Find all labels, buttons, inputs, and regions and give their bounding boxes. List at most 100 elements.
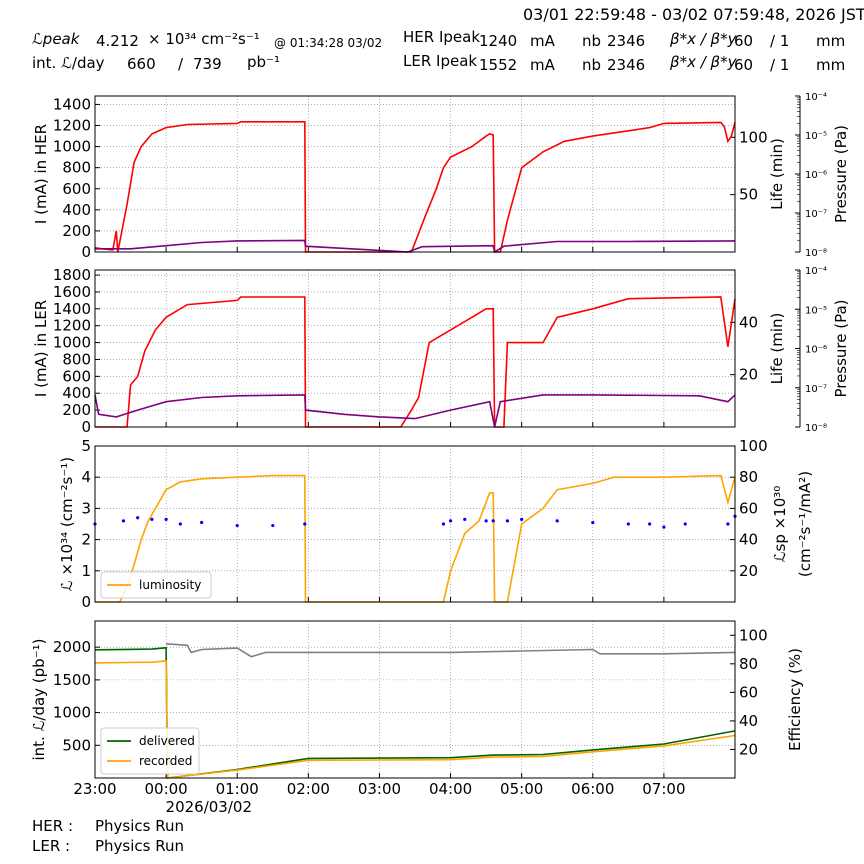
panel-frame — [94, 620, 736, 779]
data-point-specific-luminosity — [555, 519, 559, 523]
ler-nb-label: nb — [582, 56, 602, 74]
her-ipeak-value: 1240 — [479, 32, 518, 50]
pressure-tick-label: 10⁻⁶ — [805, 170, 827, 181]
data-point-specific-luminosity — [491, 519, 495, 523]
her-beta-x: 60 — [734, 32, 754, 50]
her-nb-label: nb — [582, 32, 602, 50]
ler-beta-x: 60 — [734, 56, 754, 74]
y-tick-label: 1400 — [53, 95, 91, 113]
pressure-tick-label: 10⁻⁵ — [805, 131, 827, 142]
lpeak-value: 4.212 — [96, 32, 139, 50]
y-tick-label: 400 — [62, 384, 91, 402]
intl-delivered: 660 — [127, 55, 156, 73]
y-right-tick-label: 40 — [739, 712, 758, 730]
data-point-specific-luminosity — [164, 517, 168, 521]
y-tick-label: 500 — [62, 736, 91, 754]
series-line-current — [95, 296, 736, 428]
x-tick-label: 00:00 — [144, 780, 187, 798]
y-right-tick-label: 20 — [739, 562, 758, 580]
ler-nb-value: 2346 — [607, 56, 646, 74]
series-line-current — [94, 121, 736, 253]
legend-label-delivered: delivered — [139, 734, 195, 748]
y-right-axis-label: Efficiency (%) — [786, 648, 804, 751]
y-tick-label: 200 — [62, 401, 91, 419]
data-point-specific-luminosity — [484, 519, 488, 523]
ler-ipeak-value: 1552 — [479, 56, 518, 74]
her-beta-y: / 1 — [770, 32, 790, 50]
lpeak-time: @ 01:34:28 03/02 — [274, 36, 383, 50]
ler-ipeak-label: LER Ipeak — [403, 52, 478, 70]
y-right-tick-label: 80 — [739, 468, 758, 486]
y-tick-label: 4 — [81, 468, 91, 486]
y-right-tick-label: 50 — [739, 186, 758, 204]
series-line-efficiency — [166, 643, 736, 658]
y-tick-label: 800 — [62, 159, 91, 177]
y-tick-label: 200 — [62, 222, 91, 240]
pressure-tick-label: 10⁻⁷ — [805, 384, 827, 395]
her-ipeak-label: HER Ipeak — [403, 28, 480, 46]
y-axis-label: int. ℒ/day (pb⁻¹) — [30, 639, 48, 761]
y-right-tick-label: 100 — [739, 437, 768, 455]
data-point-specific-luminosity — [150, 517, 154, 521]
y-tick-label: 1200 — [53, 317, 91, 335]
y-axis-label: I (mA) in LER — [32, 300, 50, 397]
y-right-tick-label: 60 — [739, 683, 758, 701]
y-right-axis-label-unit: (cm⁻²s⁻¹/mA²) — [796, 471, 814, 577]
y-right-tick-label: 40 — [739, 531, 758, 549]
y-tick-label: 1 — [81, 562, 91, 580]
y-tick-label: 1000 — [53, 138, 91, 156]
pressure-tick-label: 10⁻⁵ — [805, 305, 827, 316]
footer-her-label: HER : — [32, 817, 74, 835]
y-tick-label: 600 — [62, 367, 91, 385]
y-tick-label: 1600 — [53, 283, 91, 301]
panel-frame — [94, 95, 736, 253]
her-beta-unit: mm — [816, 32, 846, 50]
x-tick-label: 04:00 — [429, 780, 472, 798]
data-point-specific-luminosity — [648, 522, 652, 526]
x-tick-label: 23:00 — [73, 780, 116, 798]
y-tick-label: 1000 — [53, 704, 91, 722]
intl-unit: pb⁻¹ — [247, 53, 280, 71]
y-axis-label: I (mA) in HER — [32, 124, 50, 224]
her-nb-value: 2346 — [607, 32, 646, 50]
y-right-tick-label: 100 — [739, 626, 768, 644]
ler-beta-label: β*x / β*y — [670, 53, 737, 71]
y-tick-label: 0 — [81, 593, 91, 611]
footer-her-status: Physics Run — [95, 817, 185, 835]
data-point-specific-luminosity — [303, 522, 307, 526]
y-tick-label: 1500 — [53, 671, 91, 689]
ler-ipeak-unit: mA — [530, 56, 555, 74]
her-ipeak-unit: mA — [530, 32, 555, 50]
y-axis-label: ℒ ×10³⁴ (cm⁻²s⁻¹) — [58, 457, 76, 591]
data-point-specific-luminosity — [200, 520, 204, 525]
pressure-tick-label: 10⁻⁷ — [805, 209, 827, 220]
y-tick-label: 2000 — [53, 638, 91, 656]
y-tick-label: 1400 — [53, 300, 91, 318]
x-tick-label: 07:00 — [642, 780, 685, 798]
series-line-delivered — [94, 646, 736, 779]
y-tick-label: 600 — [62, 180, 91, 198]
data-point-specific-luminosity — [463, 517, 467, 521]
y-right-axis-label: Life (min) — [768, 313, 786, 385]
y-tick-label: 400 — [62, 201, 91, 219]
x-tick-label: 05:00 — [500, 780, 543, 798]
y-tick-label: 800 — [62, 350, 91, 368]
data-point-specific-luminosity — [626, 522, 630, 526]
data-point-specific-luminosity — [683, 522, 687, 526]
lpeak-label: ℒpeak — [32, 30, 80, 48]
her-beta-label: β*x / β*y — [670, 30, 737, 48]
y-tick-label: 1000 — [53, 334, 91, 352]
pressure-tick-label: 10⁻⁸ — [805, 248, 827, 259]
y-tick-label: 0 — [81, 243, 91, 261]
series-line-luminosity — [95, 474, 736, 603]
series-line-recorded — [94, 660, 736, 779]
y-tick-label: 2 — [81, 531, 91, 549]
x-tick-label: 06:00 — [571, 780, 614, 798]
data-point-specific-luminosity — [271, 523, 275, 528]
y-right-tick-label: 20 — [739, 366, 758, 384]
y-right-tick-label: 60 — [739, 499, 758, 517]
data-point-specific-luminosity — [136, 516, 140, 520]
legend-box — [100, 571, 212, 599]
lpeak-unit: × 10³⁴ cm⁻²s⁻¹ — [148, 30, 260, 48]
